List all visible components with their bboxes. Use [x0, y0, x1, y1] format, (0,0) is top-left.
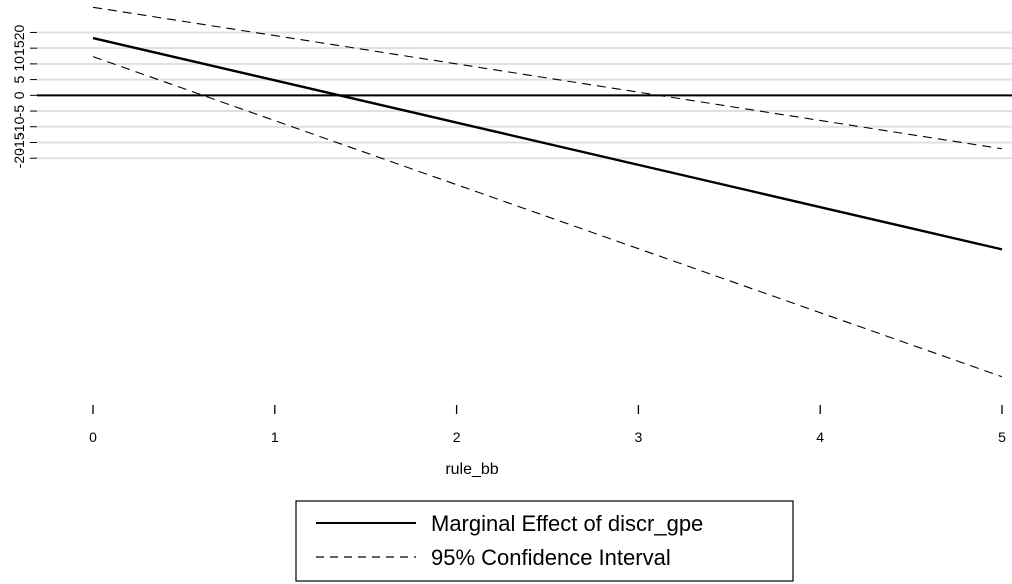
x-tick-label: 3: [635, 429, 643, 445]
y-tick-label: -20: [11, 148, 27, 168]
confidence-interval-line: [92, 6, 1003, 150]
y-tick-label: -15: [11, 132, 27, 152]
legend-box: [295, 500, 794, 582]
x-tick-label: 5: [998, 429, 1006, 445]
legend-label-marginal-effect: Marginal Effect of discr_gpe: [431, 511, 703, 536]
series-lines: [92, 6, 1003, 378]
marginal-effect-line: [92, 36, 1003, 251]
y-tick-label: 5: [11, 75, 27, 83]
y-tick-label: -5: [11, 105, 27, 118]
y-tick-label: 15: [11, 40, 27, 56]
confidence-interval-line: [92, 56, 1003, 378]
legend-label-confidence-interval: 95% Confidence Interval: [431, 545, 671, 570]
x-tick-label: 0: [89, 429, 97, 445]
x-axis-title: rule_bb: [445, 461, 498, 478]
y-tick-label: -10: [11, 116, 27, 136]
legend: Marginal Effect of discr_gpe 95% Confide…: [295, 500, 794, 582]
x-axis: 0 1 2 3 4 5: [89, 405, 1006, 445]
y-tick-label: 0: [11, 91, 27, 99]
y-tick-label: 20: [11, 24, 27, 40]
x-tick-label: 4: [816, 429, 824, 445]
x-tick-label: 1: [271, 429, 279, 445]
y-tick-label: 10: [11, 56, 27, 72]
x-tick-label: 2: [453, 429, 461, 445]
